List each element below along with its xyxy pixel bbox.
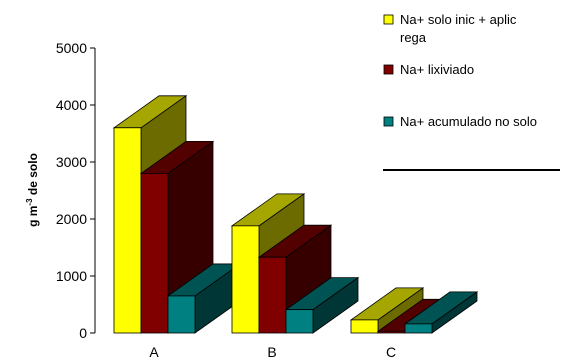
y-tick-label: 5000 <box>56 40 87 56</box>
legend: Na+ solo inic + aplic rega Na+ lixiviado Na… <box>383 12 537 129</box>
y-tick-label: 4000 <box>56 97 87 113</box>
category-labels-group: A B C <box>149 344 396 360</box>
bar-b-series-3-front <box>285 309 314 334</box>
legend-swatch <box>383 14 394 25</box>
category-label-a: A <box>149 344 159 360</box>
category-label-b: B <box>267 344 276 360</box>
y-axis-title: g m-3 de solo <box>25 153 40 227</box>
legend-swatch <box>383 116 394 127</box>
bar-b-series-3 <box>284 276 360 334</box>
bar-a-series-2-front <box>140 172 169 334</box>
y-tick-label: 3000 <box>56 154 87 170</box>
bar-c-series-3 <box>403 291 479 334</box>
bar-c-series-1-front <box>350 319 379 334</box>
bars-group <box>112 95 479 334</box>
legend-label: Na+ solo inic + aplic <box>400 12 517 27</box>
legend-item-3: Na+ acumulado no solo <box>383 114 537 129</box>
y-tick-label: 1000 <box>56 268 87 284</box>
bar-c-series-2-front <box>377 330 406 334</box>
bar-c-series-1 <box>349 287 425 334</box>
legend-label: Na+ acumulado no solo <box>400 114 537 129</box>
bar-c-series-3-front <box>404 323 433 334</box>
y-axis-title-superscript: -3 <box>25 198 34 206</box>
y-ticks-group: 0 1000 2000 3000 4000 5000 <box>56 40 95 341</box>
y-tick-label: 2000 <box>56 211 87 227</box>
legend-swatch <box>383 64 394 75</box>
bar-a-series-3 <box>166 263 242 334</box>
legend-label: rega <box>400 30 427 45</box>
bar-b-series-2-front <box>258 256 287 334</box>
category-label-c: C <box>386 344 396 360</box>
bar-b-series-1-front <box>231 225 260 334</box>
y-axis-title-rest: de solo <box>26 153 40 198</box>
bar-a-series-1-front <box>113 127 142 334</box>
legend-label: Na+ lixiviado <box>400 62 474 77</box>
bar-a-series-3-front <box>167 295 196 334</box>
y-tick-label: 0 <box>79 325 87 341</box>
legend-item-2: Na+ lixiviado <box>383 62 474 77</box>
legend-item-1: Na+ solo inic + aplic rega <box>383 12 517 45</box>
